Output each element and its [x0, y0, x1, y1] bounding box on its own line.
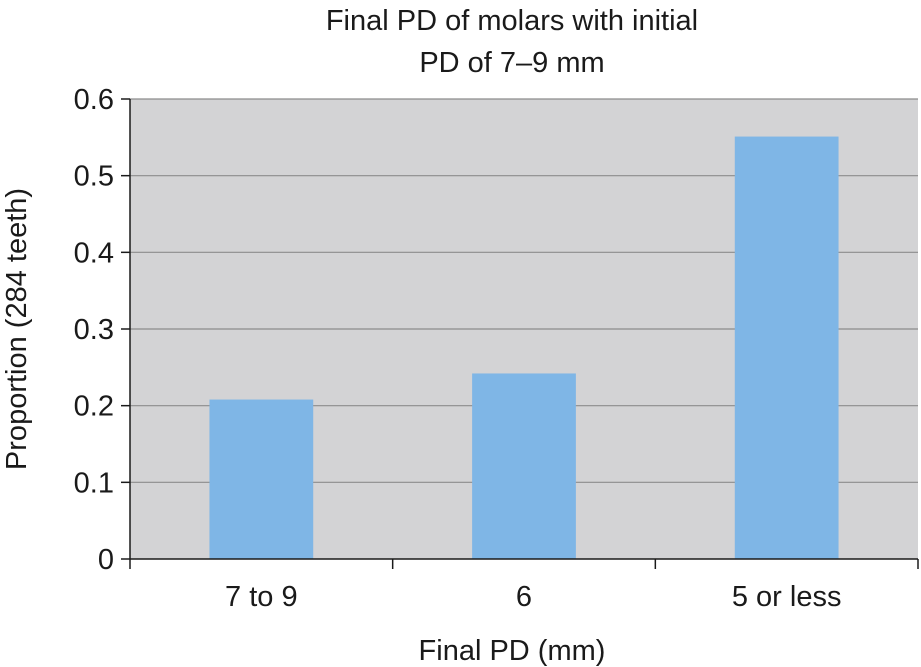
x-axis-title: Final PD (mm) — [419, 635, 606, 667]
bar-7-to-9 — [209, 400, 313, 559]
y-axis-ticks: 0 0.1 0.2 0.3 0.4 0.5 0.6 — [74, 84, 130, 576]
y-tick-label: 0.2 — [74, 391, 114, 423]
chart-title: Final PD of molars with initial PD of 7–… — [326, 5, 698, 79]
y-tick-label: 0.5 — [74, 161, 114, 193]
bar-6 — [472, 373, 576, 559]
chart-title-line-1: Final PD of molars with initial — [326, 5, 698, 37]
chart-title-line-2: PD of 7–9 mm — [419, 47, 604, 79]
y-tick-label: 0.6 — [74, 84, 114, 116]
y-tick-label: 0.3 — [74, 314, 114, 346]
y-axis-title: Proportion (284 teeth) — [1, 188, 33, 470]
y-tick-label: 0.1 — [74, 467, 114, 499]
y-tick-label: 0 — [98, 544, 114, 576]
x-tick-label: 6 — [516, 581, 532, 613]
x-axis-ticks: 7 to 9 6 5 or less — [130, 559, 918, 613]
x-tick-label: 5 or less — [732, 581, 842, 613]
bar-5-or-less — [735, 137, 839, 559]
y-tick-label: 0.4 — [74, 237, 114, 269]
x-tick-label: 7 to 9 — [225, 581, 298, 613]
